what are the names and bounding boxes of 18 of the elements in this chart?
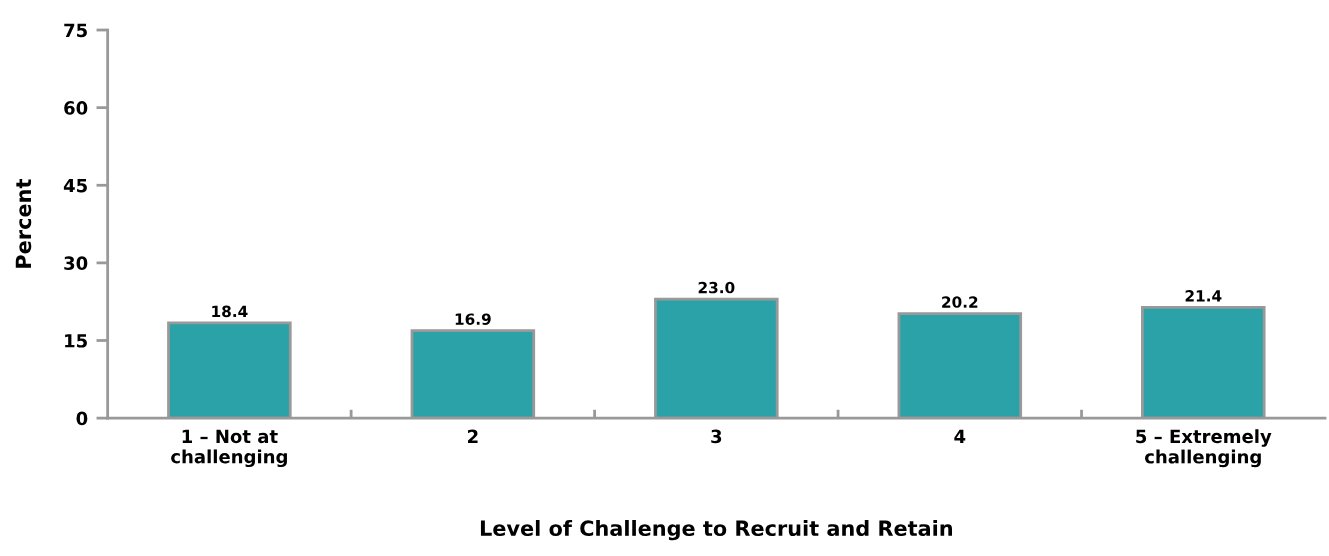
x-axis-title: Level of Challenge to Recruit and Retain (480, 519, 952, 541)
data-label: 21.4 (1185, 290, 1222, 302)
x-tick-label: 1 – Not at challenging (171, 429, 287, 468)
y-tick-label: 30 (64, 256, 88, 270)
y-axis-title: Percent (15, 179, 32, 268)
y-tick-label: 60 (64, 101, 88, 115)
data-label: 23.0 (698, 281, 735, 294)
x-tick-label: 5 – Extremely challenging (1136, 429, 1272, 468)
y-tick-label: 75 (64, 23, 87, 38)
y-tick-label: 0 (76, 411, 88, 426)
x-tick-label: 3 (711, 429, 722, 444)
x-tick-label: 2 (468, 429, 478, 443)
y-tick-label: 15 (65, 334, 87, 348)
data-label: 16.9 (455, 313, 491, 325)
x-tick-label: 4 (954, 429, 966, 443)
data-label: 18.4 (212, 305, 248, 318)
data-label: 20.2 (942, 296, 978, 308)
y-tick-label: 45 (63, 178, 87, 193)
